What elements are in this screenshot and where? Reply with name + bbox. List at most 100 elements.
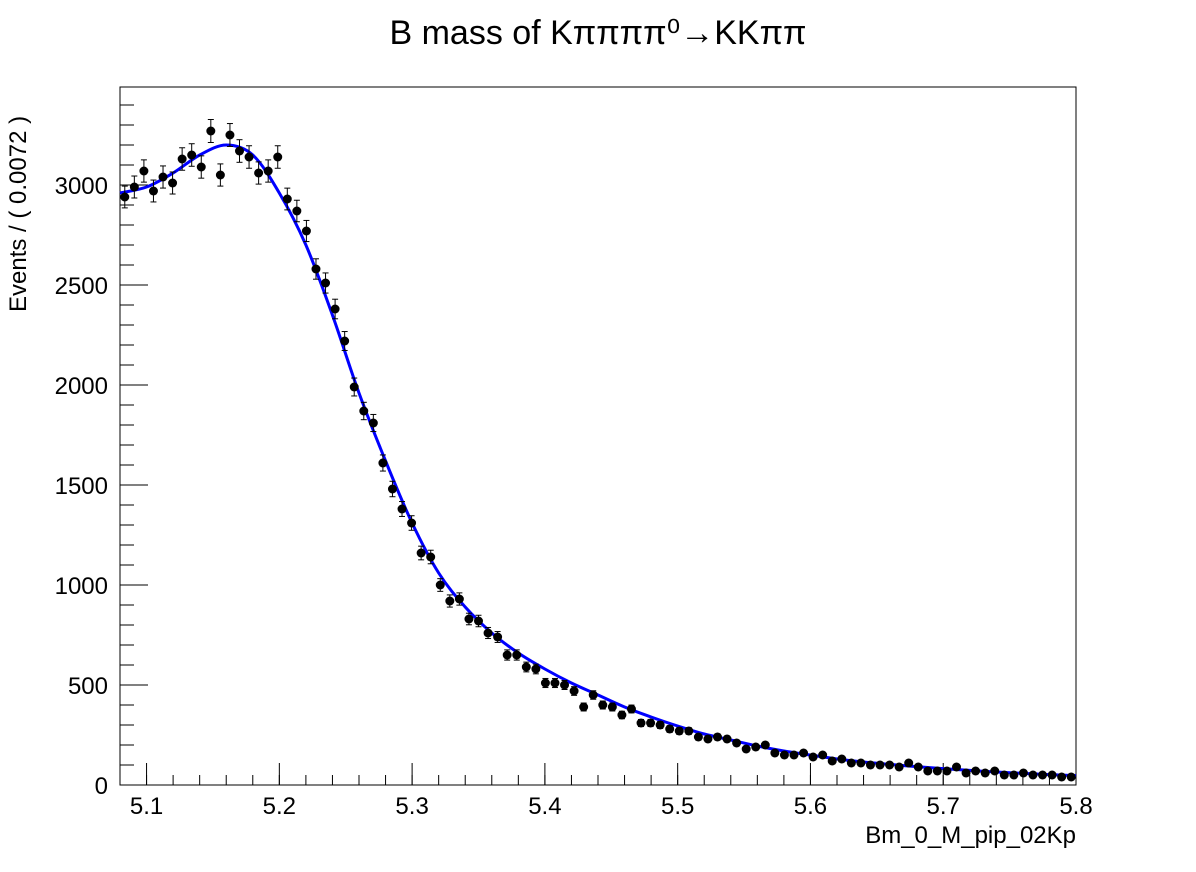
data-marker — [655, 720, 665, 730]
data-marker — [693, 732, 703, 742]
data-point — [397, 501, 407, 517]
data-point — [579, 702, 589, 712]
data-point — [923, 766, 933, 776]
data-point — [885, 760, 895, 770]
data-point — [760, 740, 770, 750]
y-axis: 0 500 1000 1500 2000 2500 3000 — [55, 104, 148, 800]
data-marker — [273, 152, 283, 162]
data-marker — [837, 754, 847, 764]
x-tick-label: 5.7 — [927, 793, 960, 820]
data-point — [474, 614, 483, 628]
data-point — [952, 762, 961, 772]
y-axis-title: Events / ( 0.0072 ) — [5, 116, 32, 312]
data-point — [560, 680, 570, 690]
data-marker — [301, 226, 311, 236]
data-point — [426, 549, 436, 565]
data-marker — [722, 734, 732, 744]
data-point — [942, 766, 952, 776]
data-marker — [617, 710, 627, 720]
data-point — [1047, 770, 1057, 780]
data-point — [435, 578, 445, 592]
data-point — [588, 690, 598, 700]
data-point — [330, 298, 340, 320]
data-marker — [999, 770, 1009, 780]
data-point — [789, 750, 799, 760]
data-marker — [732, 738, 742, 748]
data-point — [865, 760, 875, 770]
data-marker — [1028, 770, 1038, 780]
data-marker — [713, 732, 722, 742]
data-marker — [235, 146, 244, 156]
data-point — [703, 734, 713, 744]
data-point — [779, 750, 789, 760]
data-point — [1009, 770, 1019, 780]
data-point — [531, 663, 541, 675]
data-point — [445, 594, 455, 608]
data-marker — [244, 152, 254, 162]
data-marker — [646, 718, 656, 728]
data-point — [799, 748, 809, 758]
data-marker — [340, 336, 350, 346]
data-point — [206, 119, 216, 143]
data-point — [684, 726, 694, 736]
y-tick-label: 2000 — [55, 373, 108, 400]
data-marker — [464, 614, 474, 624]
fit-curve — [119, 143, 1077, 778]
data-marker — [932, 766, 942, 776]
data-marker — [779, 750, 789, 760]
data-marker — [502, 650, 512, 660]
data-marker — [378, 458, 388, 468]
data-point — [722, 734, 732, 744]
data-marker — [158, 172, 168, 182]
data-point — [129, 175, 139, 199]
data-point — [502, 649, 512, 661]
data-marker — [349, 382, 359, 392]
data-marker — [808, 752, 818, 762]
data-marker — [397, 504, 407, 514]
data-point — [120, 185, 130, 209]
x-tick-label: 5.8 — [1059, 793, 1092, 820]
data-point — [1057, 772, 1067, 782]
data-point — [846, 758, 856, 768]
data-point — [158, 165, 168, 189]
data-point — [263, 159, 273, 183]
data-point — [387, 480, 397, 498]
data-marker — [1066, 772, 1076, 782]
data-point — [416, 545, 426, 561]
data-point — [674, 726, 684, 736]
data-point — [483, 626, 493, 640]
data-point — [254, 161, 264, 185]
data-point — [1028, 770, 1038, 780]
data-marker — [579, 702, 589, 712]
data-point — [904, 758, 914, 768]
data-point — [598, 700, 608, 710]
data-marker — [665, 724, 675, 734]
data-marker — [636, 718, 646, 728]
data-point — [540, 677, 550, 689]
data-marker — [760, 740, 770, 750]
data-marker — [684, 726, 694, 736]
data-point — [665, 724, 675, 734]
data-point — [282, 187, 292, 211]
x-axis: 5.1 5.2 5.3 5.4 5.5 5.6 5.7 5.8 — [119, 763, 1093, 820]
data-marker — [971, 766, 981, 776]
data-point — [770, 748, 780, 758]
data-marker — [407, 518, 417, 528]
data-marker — [990, 766, 1000, 776]
data-point — [569, 686, 579, 696]
data-marker — [875, 760, 885, 770]
y-tick-label: 500 — [68, 673, 108, 700]
data-marker — [626, 704, 636, 714]
data-marker — [827, 756, 837, 766]
data-marker — [942, 766, 952, 776]
x-tick-label: 5.5 — [661, 793, 694, 820]
data-marker — [885, 760, 895, 770]
data-point — [990, 766, 1000, 776]
data-point — [321, 272, 331, 294]
data-point — [617, 710, 627, 720]
x-tick-label: 5.6 — [794, 793, 827, 820]
data-point — [512, 649, 522, 661]
data-point — [999, 770, 1009, 780]
x-tick-label: 5.1 — [130, 793, 163, 820]
data-marker — [1057, 772, 1067, 782]
